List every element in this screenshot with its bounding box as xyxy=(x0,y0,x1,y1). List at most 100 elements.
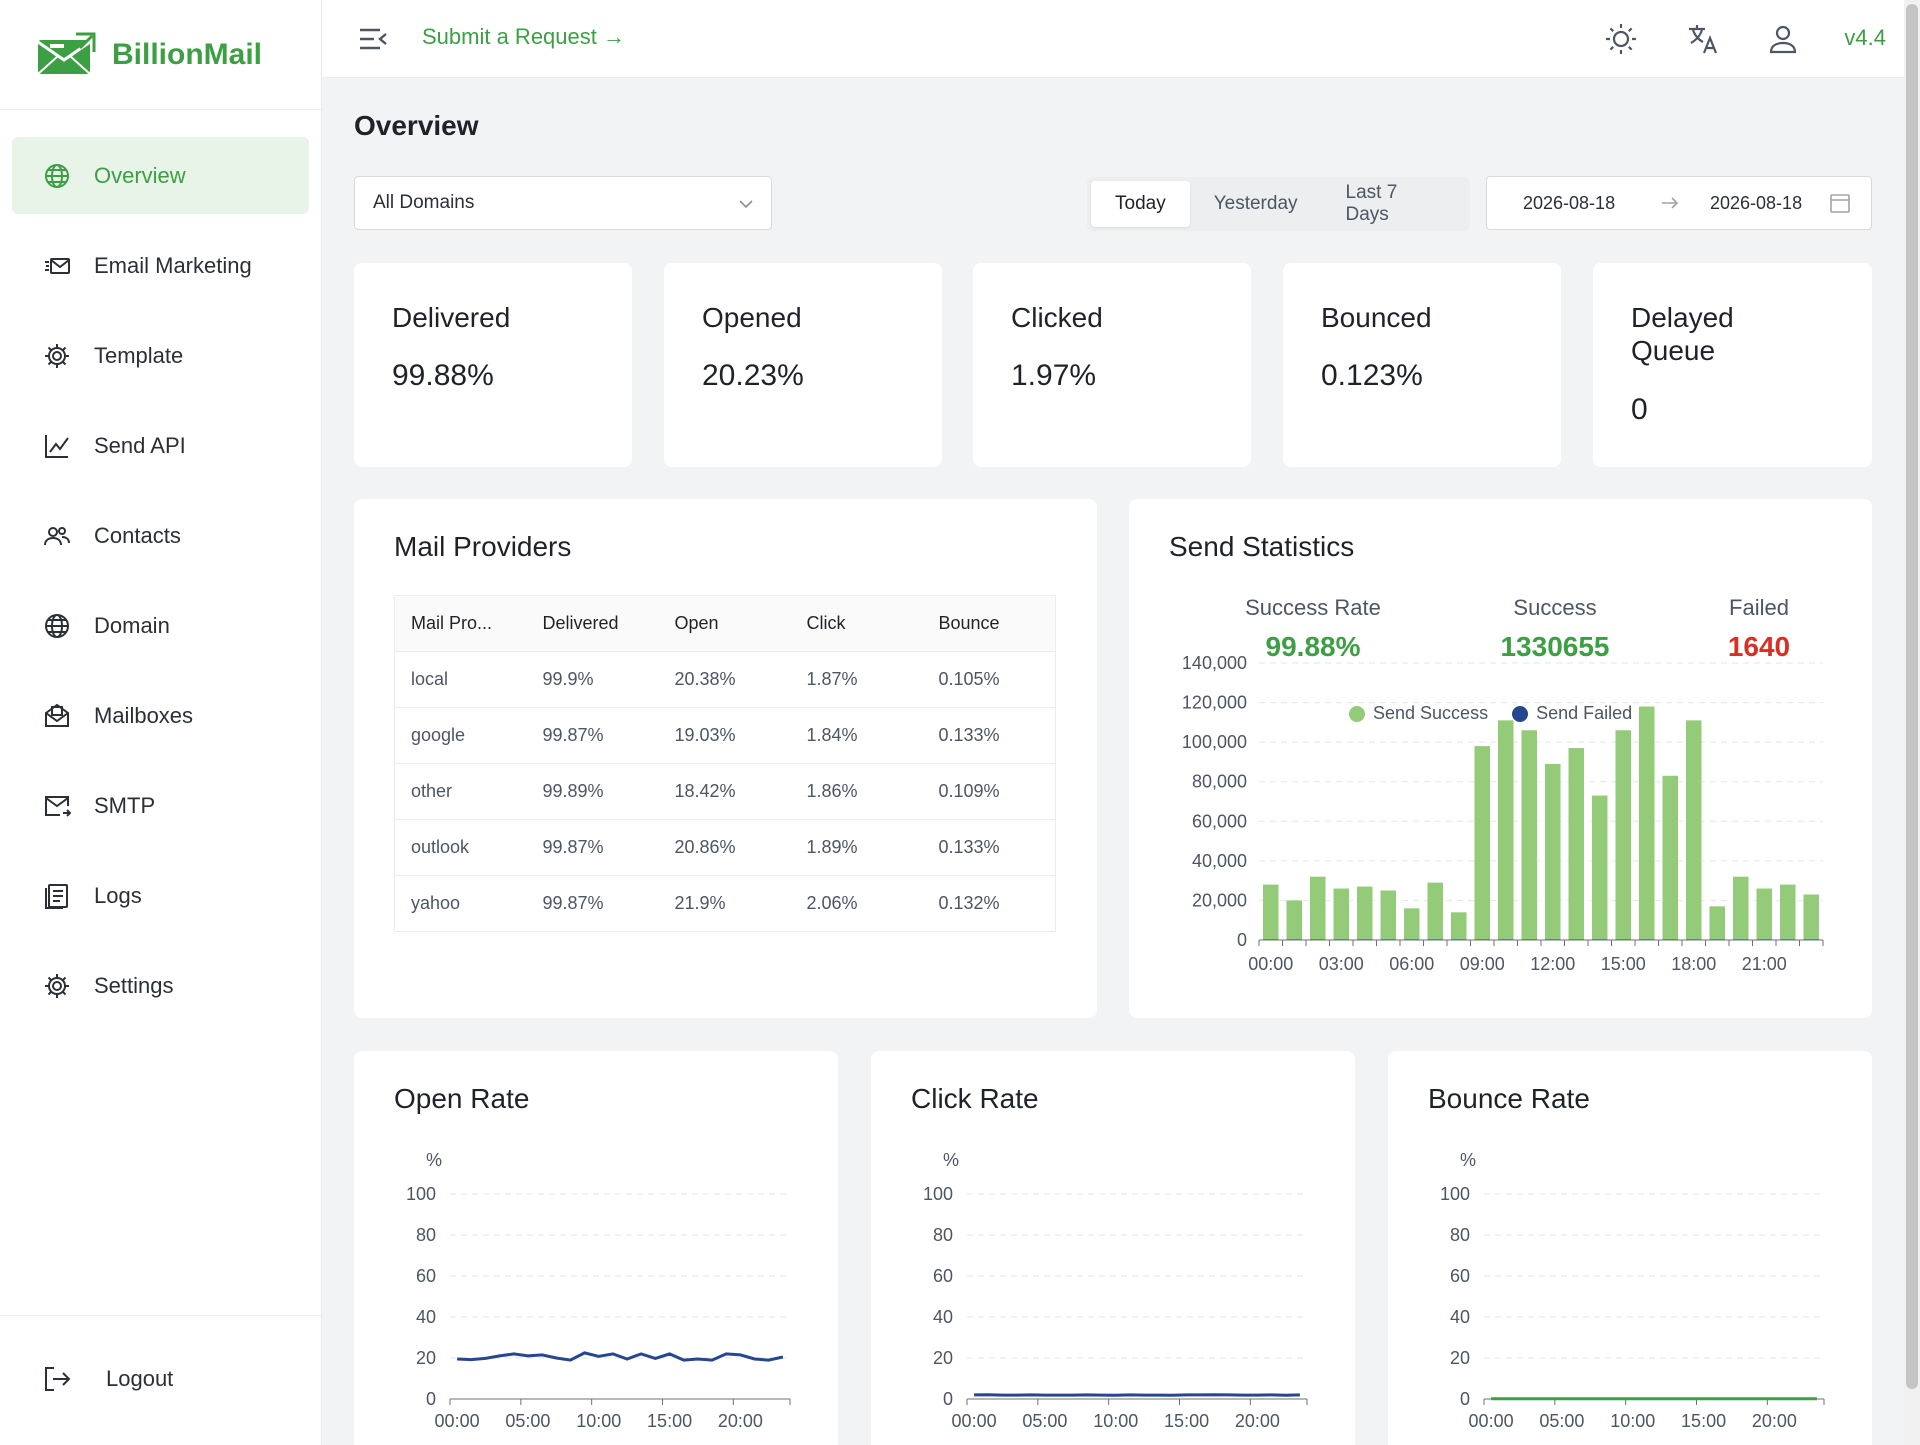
sidebar-item-send-api[interactable]: Send API xyxy=(12,407,309,484)
bar-send-failed xyxy=(1380,939,1397,940)
table-cell: 99.87% xyxy=(542,893,604,913)
y-tick-label: 120,000 xyxy=(1182,693,1247,713)
table-cell: 99.87% xyxy=(526,707,659,764)
x-tick-label: 20:00 xyxy=(1235,1411,1280,1431)
date-range-picker[interactable]: 2026-08-18 2026-08-18 xyxy=(1486,176,1872,230)
bar-send-failed xyxy=(1756,939,1773,940)
bar-send-failed xyxy=(1732,939,1749,940)
sidebar-item-overview[interactable]: Overview xyxy=(12,137,309,214)
date-end[interactable]: 2026-08-18 xyxy=(1710,192,1803,213)
logo[interactable]: BillionMail xyxy=(0,0,321,110)
y-tick-label: 80 xyxy=(933,1225,953,1245)
submit-request-link[interactable]: Submit a Request → xyxy=(422,24,625,50)
range-last7days-button[interactable]: Last 7 Days xyxy=(1345,182,1398,225)
logout-icon xyxy=(45,1367,71,1391)
theme-toggle-icon[interactable] xyxy=(1604,22,1638,56)
x-tick-label: 21:00 xyxy=(1742,954,1787,974)
sidebar-footer: Logout xyxy=(0,1315,321,1445)
x-tick-label: 20:00 xyxy=(718,1411,763,1431)
logout-button[interactable]: Logout xyxy=(42,1364,173,1394)
card-title: Send Statistics xyxy=(1169,531,1355,562)
range-yesterday-button[interactable]: Yesterday xyxy=(1213,193,1298,214)
menu-collapse-icon[interactable] xyxy=(358,26,388,52)
stat-card-delayed-queue: Delayed Queue 0 xyxy=(1593,263,1872,467)
table-cell: outlook xyxy=(394,819,527,876)
table-row: local 99.9% 20.38% 1.87% 0.105% xyxy=(394,651,1056,708)
table-cell: 21.9% xyxy=(674,893,726,913)
sidebar-item-template[interactable]: Template xyxy=(12,317,309,394)
scrollbar-thumb[interactable] xyxy=(1906,4,1918,1389)
failed-value: 1640 xyxy=(1727,631,1791,662)
open-rate-chart: % 0 20 40 60 80 100 00:00 05:00 10:00 15:00 20:00 xyxy=(406,1150,791,1431)
bar-send-success xyxy=(1591,795,1608,940)
version-label: v4.4 xyxy=(1844,25,1886,50)
table-cell: google xyxy=(394,707,527,764)
domain-select[interactable]: All Domains xyxy=(354,176,772,230)
sidebar-item-domain[interactable]: Domain xyxy=(12,587,309,664)
y-axis-unit: % xyxy=(1460,1150,1476,1170)
table-cell: 0.132% xyxy=(938,893,1000,913)
user-icon[interactable] xyxy=(1766,22,1800,56)
stat-label: Clicked xyxy=(1011,302,1103,333)
x-tick-label: 00:00 xyxy=(1248,954,1293,974)
page-title: Overview xyxy=(354,110,479,141)
y-tick-label: 100 xyxy=(923,1184,953,1204)
gear-icon xyxy=(42,971,72,1001)
stat-label: Delayed Queue xyxy=(1631,302,1734,366)
legend-item-send-success[interactable]: Send Success xyxy=(1349,703,1488,724)
table-row: outlook 99.87% 20.86% 1.89% 0.133% xyxy=(394,819,1056,876)
success-summary: Success 1330655 xyxy=(1465,595,1645,663)
x-tick-label: 12:00 xyxy=(1530,954,1575,974)
card-title: Bounce Rate xyxy=(1428,1083,1590,1114)
bar-send-success xyxy=(1732,876,1749,940)
bar-send-failed xyxy=(1615,939,1632,940)
bar-send-failed xyxy=(1333,939,1350,940)
bar-send-success xyxy=(1568,748,1585,940)
brand-name: BillionMail xyxy=(112,37,262,71)
bar-send-failed xyxy=(1638,939,1655,940)
bar-send-success xyxy=(1779,884,1796,940)
bar-send-failed xyxy=(1591,939,1608,940)
range-today-button[interactable]: Today xyxy=(1091,181,1190,227)
mail-send-icon xyxy=(42,791,72,821)
y-tick-label: 20,000 xyxy=(1192,890,1247,910)
bar-send-failed xyxy=(1779,939,1796,940)
table-cell: 99.87% xyxy=(526,819,659,876)
bar-send-failed xyxy=(1286,939,1303,940)
x-tick-label: 05:00 xyxy=(1539,1411,1584,1431)
bar-send-success xyxy=(1803,894,1820,940)
sidebar-item-contacts[interactable]: Contacts xyxy=(12,497,309,574)
translate-icon[interactable] xyxy=(1686,22,1720,56)
sidebar-item-smtp[interactable]: SMTP xyxy=(12,767,309,844)
sidebar-item-label: Mailboxes xyxy=(94,702,194,728)
mail-providers-card: Mail Providers Mail Pro... Delivered Ope… xyxy=(354,499,1097,1018)
table-cell: 0.133% xyxy=(922,707,1056,764)
card-title: Open Rate xyxy=(394,1083,530,1114)
bar-send-success xyxy=(1521,730,1538,940)
table-cell: 1.87% xyxy=(790,651,923,708)
bar-send-success xyxy=(1685,720,1702,940)
arrow-right-icon xyxy=(1662,197,1679,209)
bounce-rate-card: Bounce Rate % 0 20 40 60 80 100 00:00 05:00 10:00… xyxy=(1388,1051,1872,1445)
globe-icon xyxy=(42,161,72,191)
table-cell: 0.105% xyxy=(922,651,1056,708)
stat-label: Delivered xyxy=(392,302,511,333)
bar-send-failed xyxy=(1568,939,1585,940)
submit-request-label: Submit a Request xyxy=(422,24,597,49)
stat-card-delivered: Delivered 99.88% xyxy=(354,263,632,467)
y-tick-label: 20 xyxy=(1450,1348,1470,1368)
gear-icon xyxy=(42,341,72,371)
y-tick-label: 60 xyxy=(933,1266,953,1286)
scrollbar-track[interactable] xyxy=(1904,0,1920,1445)
sidebar-item-mailboxes[interactable]: Mailboxes xyxy=(12,677,309,754)
x-tick-label: 15:00 xyxy=(1164,1411,1209,1431)
sidebar-item-logs[interactable]: Logs xyxy=(12,857,309,934)
sidebar-item-settings[interactable]: Settings xyxy=(12,947,309,1024)
email-marketing-icon xyxy=(42,251,72,281)
bar-send-success xyxy=(1756,888,1773,940)
bar-send-failed xyxy=(1403,939,1420,940)
series-line xyxy=(974,1393,1300,1397)
sidebar-item-email-marketing[interactable]: Email Marketing xyxy=(12,227,309,304)
legend-item-send-failed[interactable]: Send Failed xyxy=(1512,703,1632,724)
date-start[interactable]: 2026-08-18 xyxy=(1523,192,1616,213)
